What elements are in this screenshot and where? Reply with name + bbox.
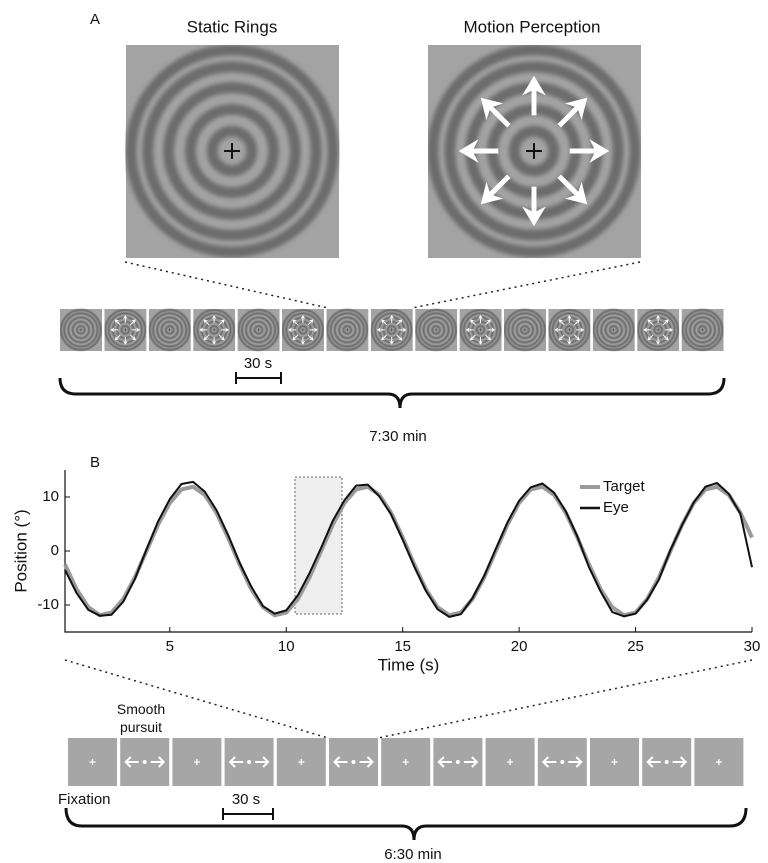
chart: -10 0 10 5 10 15 20 25 30 Time (s) Position (°) Tar…: [11, 470, 760, 674]
static-rings: [126, 45, 339, 258]
y-axis-label: Position (°): [11, 509, 30, 592]
x-tick-label: 5: [166, 638, 174, 655]
x-tick-label: 20: [511, 638, 528, 655]
figure: A Static Rings Motion Perception 30 s 7:…: [0, 0, 768, 863]
static-thumb: [60, 309, 102, 351]
static-thumb: [149, 309, 191, 351]
y-tick-label: 10: [42, 488, 59, 505]
scale-bar: [236, 372, 281, 384]
panel-label: A: [90, 11, 100, 28]
block-sequence: [60, 309, 724, 351]
pursuit-dot: [352, 760, 356, 764]
scale-label: 30 s: [232, 791, 260, 808]
static-thumb: [415, 309, 457, 351]
stimulus-title: Static Rings: [187, 17, 278, 36]
panel-label: B: [90, 454, 100, 471]
motion-thumb: [104, 309, 146, 351]
static-thumb: [593, 309, 635, 351]
y-tick-label: 0: [51, 542, 59, 559]
motion-thumb: [282, 309, 324, 351]
x-tick-label: 10: [278, 638, 295, 655]
x-tick-label: 25: [627, 638, 644, 655]
motion-thumb: [371, 309, 413, 351]
motion-thumb: [548, 309, 590, 351]
pursuit-dot: [456, 760, 460, 764]
brace: [66, 808, 746, 840]
scale-bar: [223, 808, 273, 820]
pursuit-dot: [560, 760, 564, 764]
x-axis-label: Time (s): [378, 655, 440, 674]
legend-label: Target: [603, 478, 646, 495]
static-thumb: [238, 309, 280, 351]
pursuit-label: Smooth pursuit: [110, 700, 172, 736]
x-tick-label: 30: [744, 638, 761, 655]
motion-thumb: [637, 309, 679, 351]
legend-label: Eye: [603, 499, 629, 516]
scale-label: 30 s: [244, 355, 272, 372]
fixation-label: Fixation: [58, 791, 111, 808]
pursuit-dot: [665, 760, 669, 764]
duration: 6:30 min: [384, 846, 442, 863]
motion-thumb: [460, 309, 502, 351]
static-thumb: [326, 309, 368, 351]
static-thumb: [504, 309, 546, 351]
duration: 7:30 min: [369, 428, 427, 445]
pursuit-dot: [247, 760, 251, 764]
motion-thumb: [193, 309, 235, 351]
motion-rings: [428, 45, 641, 258]
x-tick-label: 15: [394, 638, 411, 655]
block-sequence: [68, 738, 743, 786]
pursuit-dot: [143, 760, 147, 764]
y-tick-label: -10: [37, 596, 59, 613]
static-thumb: [682, 309, 724, 351]
stimulus-title: Motion Perception: [463, 17, 600, 36]
brace: [60, 378, 724, 408]
